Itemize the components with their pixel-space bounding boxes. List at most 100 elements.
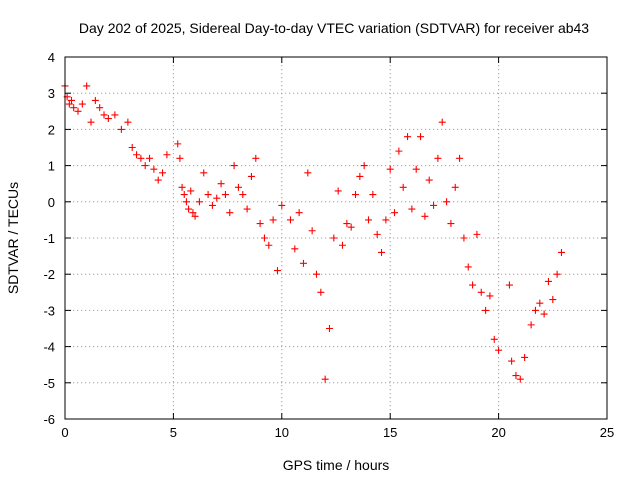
data-point bbox=[185, 205, 193, 213]
data-point bbox=[269, 216, 277, 224]
data-point bbox=[339, 241, 347, 249]
data-point bbox=[150, 165, 158, 173]
data-point bbox=[117, 125, 125, 133]
data-point bbox=[291, 245, 299, 253]
y-tick-label: 2 bbox=[48, 122, 55, 137]
data-point bbox=[343, 220, 351, 228]
data-point bbox=[239, 191, 247, 199]
data-point bbox=[243, 205, 251, 213]
chart-title: Day 202 of 2025, Sidereal Day-to-day VTE… bbox=[79, 20, 589, 36]
data-point bbox=[226, 209, 234, 217]
data-point bbox=[154, 176, 162, 184]
data-point bbox=[352, 191, 360, 199]
x-tick-label: 20 bbox=[491, 425, 505, 440]
data-point bbox=[447, 220, 455, 228]
data-point bbox=[399, 183, 407, 191]
x-axis-label: GPS time / hours bbox=[283, 457, 390, 473]
data-point bbox=[412, 165, 420, 173]
data-point bbox=[187, 187, 195, 195]
data-point bbox=[189, 209, 197, 217]
data-point bbox=[278, 201, 286, 209]
x-tick-label: 15 bbox=[383, 425, 397, 440]
data-point bbox=[317, 288, 325, 296]
data-point bbox=[360, 162, 368, 170]
data-point bbox=[178, 183, 186, 191]
data-point bbox=[347, 223, 355, 231]
data-point bbox=[83, 82, 91, 90]
x-tick-label: 5 bbox=[170, 425, 177, 440]
y-tick-label: -6 bbox=[43, 412, 55, 427]
grid bbox=[65, 57, 607, 419]
data-point bbox=[540, 310, 548, 318]
data-point bbox=[456, 154, 464, 162]
data-points bbox=[61, 82, 565, 383]
data-point bbox=[460, 234, 468, 242]
data-point bbox=[325, 325, 333, 332]
data-point bbox=[141, 162, 149, 170]
data-point bbox=[544, 277, 552, 285]
data-point bbox=[146, 154, 154, 162]
y-axis-label: SDTVAR / TECUs bbox=[5, 182, 21, 294]
data-point bbox=[65, 100, 73, 108]
data-point bbox=[111, 111, 119, 119]
data-point bbox=[128, 144, 136, 151]
data-point bbox=[70, 104, 78, 112]
data-point bbox=[395, 147, 403, 155]
data-point bbox=[408, 205, 416, 213]
data-point bbox=[505, 281, 513, 289]
data-point bbox=[295, 209, 303, 217]
data-point bbox=[74, 107, 82, 115]
data-point bbox=[553, 270, 561, 278]
data-point bbox=[421, 212, 429, 220]
data-point bbox=[356, 172, 364, 180]
data-point bbox=[180, 191, 188, 199]
data-point bbox=[299, 259, 307, 267]
data-point bbox=[404, 133, 412, 141]
data-point bbox=[91, 96, 99, 104]
y-tick-label: 3 bbox=[48, 86, 55, 101]
data-point bbox=[234, 183, 242, 191]
y-tick-label: 0 bbox=[48, 195, 55, 210]
data-point bbox=[464, 263, 472, 271]
data-point bbox=[516, 375, 524, 383]
data-point bbox=[536, 299, 544, 307]
plot-frame bbox=[64, 56, 608, 420]
x-tick-label: 0 bbox=[61, 425, 68, 440]
data-point bbox=[195, 198, 203, 206]
data-point bbox=[549, 296, 557, 304]
data-point bbox=[434, 154, 442, 162]
x-tick-label: 10 bbox=[275, 425, 289, 440]
y-tick-label: -5 bbox=[43, 376, 55, 391]
data-point bbox=[124, 118, 132, 126]
data-point bbox=[382, 216, 390, 224]
data-point bbox=[557, 248, 565, 256]
y-tick-label: -1 bbox=[43, 231, 55, 246]
tick-labels: 0 5 10 15 20 25 -6 -5 -4 -3 -2 -1 0 1 2 3 4 bbox=[43, 50, 614, 440]
data-point bbox=[174, 140, 182, 148]
data-point bbox=[204, 191, 212, 199]
data-point bbox=[68, 96, 76, 104]
data-point bbox=[531, 306, 539, 314]
data-point bbox=[365, 216, 373, 224]
y-tick-label: -3 bbox=[43, 303, 55, 318]
data-point bbox=[469, 281, 477, 289]
data-point bbox=[477, 288, 485, 296]
data-point bbox=[373, 230, 381, 238]
y-tick-label: -2 bbox=[43, 267, 55, 282]
data-point bbox=[417, 133, 425, 141]
data-point bbox=[321, 375, 329, 383]
data-point bbox=[527, 321, 535, 329]
data-point bbox=[217, 180, 225, 188]
data-point bbox=[273, 267, 281, 275]
data-point bbox=[137, 154, 145, 162]
data-point bbox=[443, 198, 451, 206]
data-point bbox=[260, 234, 268, 242]
data-point bbox=[391, 209, 399, 217]
data-point bbox=[386, 165, 394, 173]
data-point bbox=[191, 212, 199, 220]
data-point bbox=[512, 372, 520, 380]
data-point bbox=[208, 201, 216, 209]
data-point bbox=[104, 115, 112, 123]
data-point bbox=[438, 118, 446, 126]
data-point bbox=[482, 306, 490, 314]
